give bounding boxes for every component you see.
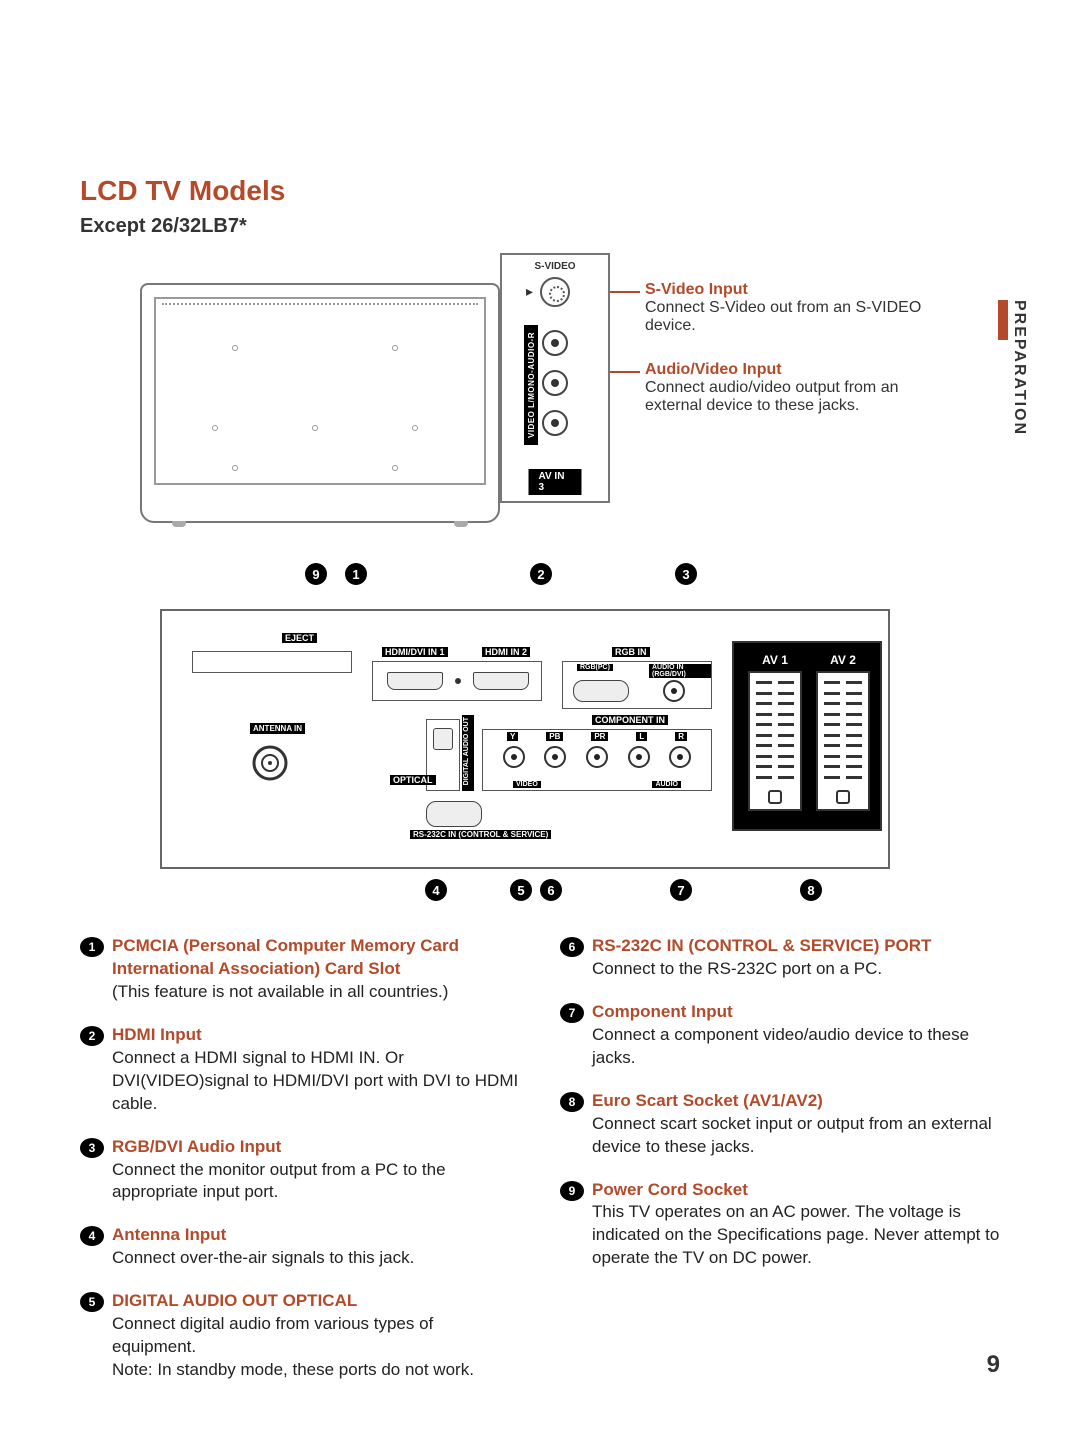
pointer-bubble: 5 — [510, 879, 532, 901]
hdmi2-port-icon — [473, 672, 529, 690]
definition-number: 3 — [80, 1138, 104, 1158]
comp-pr-jack-icon — [586, 746, 608, 768]
definition-text: Connect over-the-air signals to this jac… — [112, 1247, 520, 1270]
tv-diagram: S-VIDEO ▸ VIDEO L/MONO-AUDIO-R AV IN 3 S… — [80, 263, 1000, 553]
scart-av1-icon: AV 1 — [748, 671, 802, 811]
definition-item: 9 Power Cord Socket This TV operates on an… — [560, 1179, 1000, 1271]
definition-item: 7 Component Input Connect a component vide… — [560, 1001, 1000, 1070]
pcmcia-slot-icon — [192, 651, 352, 673]
definition-text: This TV operates on an AC power. The vol… — [592, 1201, 1000, 1270]
hdmi2-label: HDMI IN 2 — [482, 647, 530, 657]
definition-item: 4 Antenna Input Connect over-the-air signa… — [80, 1224, 520, 1270]
eject-label: EJECT — [282, 633, 317, 643]
definition-title: DIGITAL AUDIO OUT OPTICAL — [112, 1291, 357, 1310]
video-jack-icon — [542, 410, 568, 436]
scart-area: AV 1 AV 2 — [732, 641, 882, 831]
antenna-label: ANTENNA IN — [250, 723, 305, 734]
definition-item: 3 RGB/DVI Audio Input Connect the monitor … — [80, 1136, 520, 1205]
definition-title: Euro Scart Socket (AV1/AV2) — [592, 1091, 823, 1110]
section-tab-label: PREPARATION — [1010, 300, 1028, 436]
definition-title: HDMI Input — [112, 1025, 202, 1044]
pointer-bubble: 1 — [345, 563, 367, 585]
definition-item: 1 PCMCIA (Personal Computer Memory Card I… — [80, 935, 520, 1004]
svideo-callout: S-Video Input Connect S-Video out from a… — [645, 281, 945, 335]
av-callout: Audio/Video Input Connect audio/video ou… — [645, 361, 945, 415]
definition-number: 7 — [560, 1003, 584, 1023]
scart-av2-icon: AV 2 — [816, 671, 870, 811]
comp-r-jack-icon — [669, 746, 691, 768]
arrow-icon: ▸ — [526, 283, 533, 300]
hdmi1-port-icon — [387, 672, 443, 690]
definition-title: RS-232C IN (CONTROL & SERVICE) PORT — [592, 936, 931, 955]
pointer-bubble: 9 — [305, 563, 327, 585]
definition-text: Connect scart socket input or output fro… — [592, 1113, 1000, 1159]
pointer-row-bottom: 4 56 7 8 — [160, 875, 890, 905]
comp-l-jack-icon — [628, 746, 650, 768]
definition-item: 8 Euro Scart Socket (AV1/AV2) Connect scar… — [560, 1090, 1000, 1159]
svideo-port-label: S-VIDEO — [502, 261, 608, 272]
tv-frame-icon — [140, 283, 500, 523]
definition-title: PCMCIA (Personal Computer Memory Card In… — [112, 936, 459, 978]
rs232c-port-icon — [426, 801, 482, 827]
side-input-module: S-VIDEO ▸ VIDEO L/MONO-AUDIO-R AV IN 3 — [500, 253, 610, 503]
pcmcia-label: ▲PCMCIA CARD SLOT — [198, 629, 278, 645]
definition-text: Connect the monitor output from a PC to … — [112, 1159, 520, 1205]
rgbin-box: RGB(PC) AUDIO IN (RGB/DVI) — [562, 661, 712, 709]
definition-number: 8 — [560, 1092, 584, 1112]
svideo-port-icon — [540, 277, 570, 307]
comp-pb-jack-icon — [544, 746, 566, 768]
rgb-audio-jack-icon — [663, 680, 685, 702]
definition-text: Connect a component video/audio device t… — [592, 1024, 1000, 1070]
av-vertical-label: VIDEO L/MONO-AUDIO-R — [524, 325, 538, 445]
page-subtitle: Except 26/32LB7* — [80, 215, 1000, 238]
hdmi1-label: HDMI/DVI IN 1 — [382, 647, 448, 657]
rs232c-label: RS-232C IN (CONTROL & SERVICE) — [410, 829, 551, 839]
definition-text: Connect a HDMI signal to HDMI IN. Or DVI… — [112, 1047, 520, 1116]
pointer-row-top: 91 2 3 — [160, 559, 890, 589]
definition-text: Connect digital audio from various types… — [112, 1313, 520, 1382]
pointer-bubble: 8 — [800, 879, 822, 901]
definition-item: 6 RS-232C IN (CONTROL & SERVICE) PORT Conn… — [560, 935, 1000, 981]
digital-audio-strip: DIGITAL AUDIO OUT — [462, 715, 474, 791]
antenna-port-icon — [250, 743, 290, 783]
rear-panel-diagram: ▲PCMCIA CARD SLOT EJECT ANTENNA IN HDMI/… — [160, 609, 890, 869]
definition-number: 1 — [80, 937, 104, 957]
definition-text: Connect to the RS-232C port on a PC. — [592, 958, 1000, 981]
definition-text: (This feature is not available in all co… — [112, 981, 520, 1004]
definition-title: Component Input — [592, 1002, 733, 1021]
optical-label: OPTICAL — [390, 775, 436, 785]
pointer-bubble: 7 — [670, 879, 692, 901]
hdmi-box — [372, 661, 542, 701]
definition-item: 5 DIGITAL AUDIO OUT OPTICAL Connect digita… — [80, 1290, 520, 1382]
pointer-bubble: 4 — [425, 879, 447, 901]
audio-r-jack-icon — [542, 330, 568, 356]
definition-number: 9 — [560, 1181, 584, 1201]
pointer-bubble: 2 — [530, 563, 552, 585]
component-box: YPBPRLR VIDEO AUDIO — [482, 729, 712, 791]
definition-number: 4 — [80, 1226, 104, 1246]
definition-number: 6 — [560, 937, 584, 957]
page-title: LCD TV Models — [80, 175, 1000, 207]
component-label: COMPONENT IN — [592, 715, 668, 725]
rgbin-label: RGB IN — [612, 647, 650, 657]
audio-l-jack-icon — [542, 370, 568, 396]
comp-y-jack-icon — [503, 746, 525, 768]
avin3-label: AV IN 3 — [529, 469, 582, 495]
page-number: 9 — [987, 1351, 1000, 1379]
definition-title: Power Cord Socket — [592, 1180, 748, 1199]
section-tab: PREPARATION — [1010, 300, 1030, 480]
definition-item: 2 HDMI Input Connect a HDMI signal to HDMI… — [80, 1024, 520, 1116]
definition-title: RGB/DVI Audio Input — [112, 1137, 281, 1156]
definition-number: 5 — [80, 1292, 104, 1312]
pointer-bubble: 3 — [675, 563, 697, 585]
pointer-bubble: 6 — [540, 879, 562, 901]
definitions-list: 1 PCMCIA (Personal Computer Memory Card I… — [80, 935, 1000, 1402]
definition-number: 2 — [80, 1026, 104, 1046]
optical-port-icon — [433, 728, 453, 750]
definition-title: Antenna Input — [112, 1225, 226, 1244]
vga-port-icon — [573, 680, 629, 702]
